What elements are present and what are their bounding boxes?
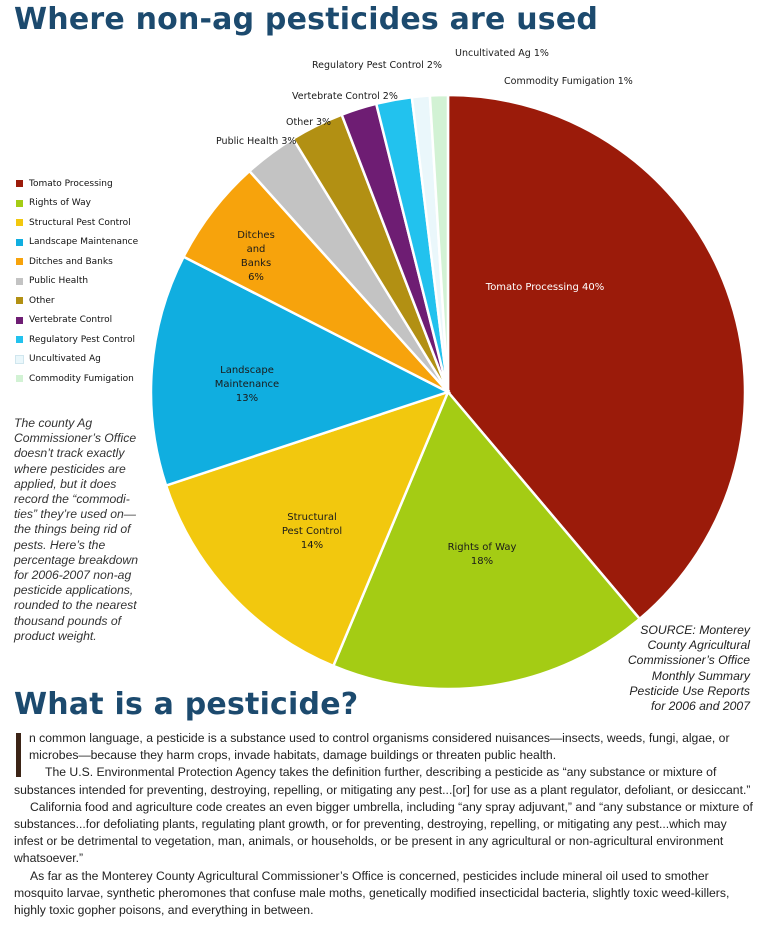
legend-label: Tomato Processing xyxy=(29,178,113,189)
legend-item: Other xyxy=(16,291,138,311)
legend-label: Rights of Way xyxy=(29,198,91,209)
legend-swatch xyxy=(16,258,23,266)
chart-legend: Tomato Processing Rights of Way Structural… xyxy=(15,174,138,389)
article-paragraph: As far as the Monterey County Agricultur… xyxy=(14,868,730,918)
slice-label: Landscape Maintenance 13% xyxy=(215,365,279,404)
source-line: SOURCE: Monterey xyxy=(640,623,750,637)
slice-label: Regulatory Pest Control 2% xyxy=(312,60,442,71)
legend-item: Commodity Fumigation xyxy=(16,369,138,389)
legend-label: Regulatory Pest Control xyxy=(29,334,135,345)
slice-label: Vertebrate Control 2% xyxy=(292,91,398,102)
article-paragraph: California food and agriculture code cre… xyxy=(14,799,753,866)
legend-swatch xyxy=(16,199,23,207)
legend-swatch xyxy=(16,238,23,246)
legend-label: Vertebrate Control xyxy=(29,315,113,326)
legend-item: Tomato Processing xyxy=(16,174,138,194)
legend-item: Rights of Way xyxy=(16,194,138,214)
pie-slice-rights-of-way xyxy=(331,389,642,691)
legend-label: Structural Pest Control xyxy=(29,217,131,228)
slice-label: Commodity Fumigation 1% xyxy=(504,76,633,87)
legend-swatch xyxy=(16,297,23,305)
chart-title: Where non-ag pesticides are used xyxy=(14,2,599,37)
pie-chart: Tomato Processing 40% Rights of Way 18% Str… xyxy=(149,48,747,691)
slice-label: Ditches and Banks 6% xyxy=(237,230,275,283)
legend-label: Other xyxy=(29,295,55,306)
legend-item: Regulatory Pest Control xyxy=(16,330,138,350)
slice-label: Tomato Processing 40% xyxy=(485,282,604,293)
pie-slice-commodity-fumigation xyxy=(428,93,450,393)
section-title: What is a pesticide? xyxy=(14,687,359,722)
source-line: Monthly Summary xyxy=(651,668,750,683)
legend-label: Landscape Maintenance xyxy=(29,237,139,248)
drop-cap-bar xyxy=(16,733,21,777)
source-line: Pesticide Use Reports xyxy=(629,683,750,698)
chart-description: The county Ag Commissioner’s Office does… xyxy=(14,416,138,643)
legend-label: Ditches and Banks xyxy=(29,256,113,267)
paragraph-text: n common language, a pesticide is a subs… xyxy=(29,731,730,763)
legend-swatch xyxy=(16,180,23,188)
legend-swatch xyxy=(15,354,24,364)
source-line: for 2006 and 2007 xyxy=(651,699,750,714)
legend-label: Uncultivated Ag xyxy=(29,354,101,365)
legend-swatch xyxy=(16,336,23,344)
legend-item: Ditches and Banks xyxy=(16,252,138,272)
slice-label: Public Health 3% xyxy=(216,136,296,147)
slice-label: Other 3% xyxy=(286,117,331,128)
source-note: SOURCE: Monterey County Agricultural Commi… xyxy=(600,623,750,714)
legend-swatch xyxy=(16,219,23,227)
pie-slice-tomato-processing xyxy=(446,93,747,621)
legend-label: Commodity Fumigation xyxy=(29,373,134,384)
pie-slice-structural-pest-control xyxy=(164,389,451,668)
article-body: n common language, a pesticide is a subs… xyxy=(14,730,756,919)
legend-label: Public Health xyxy=(29,276,89,287)
article-paragraph: The U.S. Environmental Protection Agency… xyxy=(14,765,751,797)
source-line: County Agricultural xyxy=(647,638,750,653)
article-paragraph: n common language, a pesticide is a subs… xyxy=(14,730,756,777)
legend-item: Vertebrate Control xyxy=(16,311,138,331)
slice-label: Structural Pest Control 14% xyxy=(282,512,342,551)
legend-swatch xyxy=(16,375,23,383)
legend-item: Uncultivated Ag xyxy=(15,350,138,370)
legend-item: Public Health xyxy=(16,272,138,292)
legend-swatch xyxy=(16,277,23,285)
legend-item: Structural Pest Control xyxy=(16,213,138,233)
pie-slice-landscape-maintenance xyxy=(149,255,452,488)
slice-label: Uncultivated Ag 1% xyxy=(455,48,549,59)
source-line: Commissioner’s Office xyxy=(627,653,750,668)
legend-item: Landscape Maintenance xyxy=(16,233,138,253)
legend-swatch xyxy=(16,316,23,324)
slice-label: Rights of Way 18% xyxy=(448,542,517,567)
